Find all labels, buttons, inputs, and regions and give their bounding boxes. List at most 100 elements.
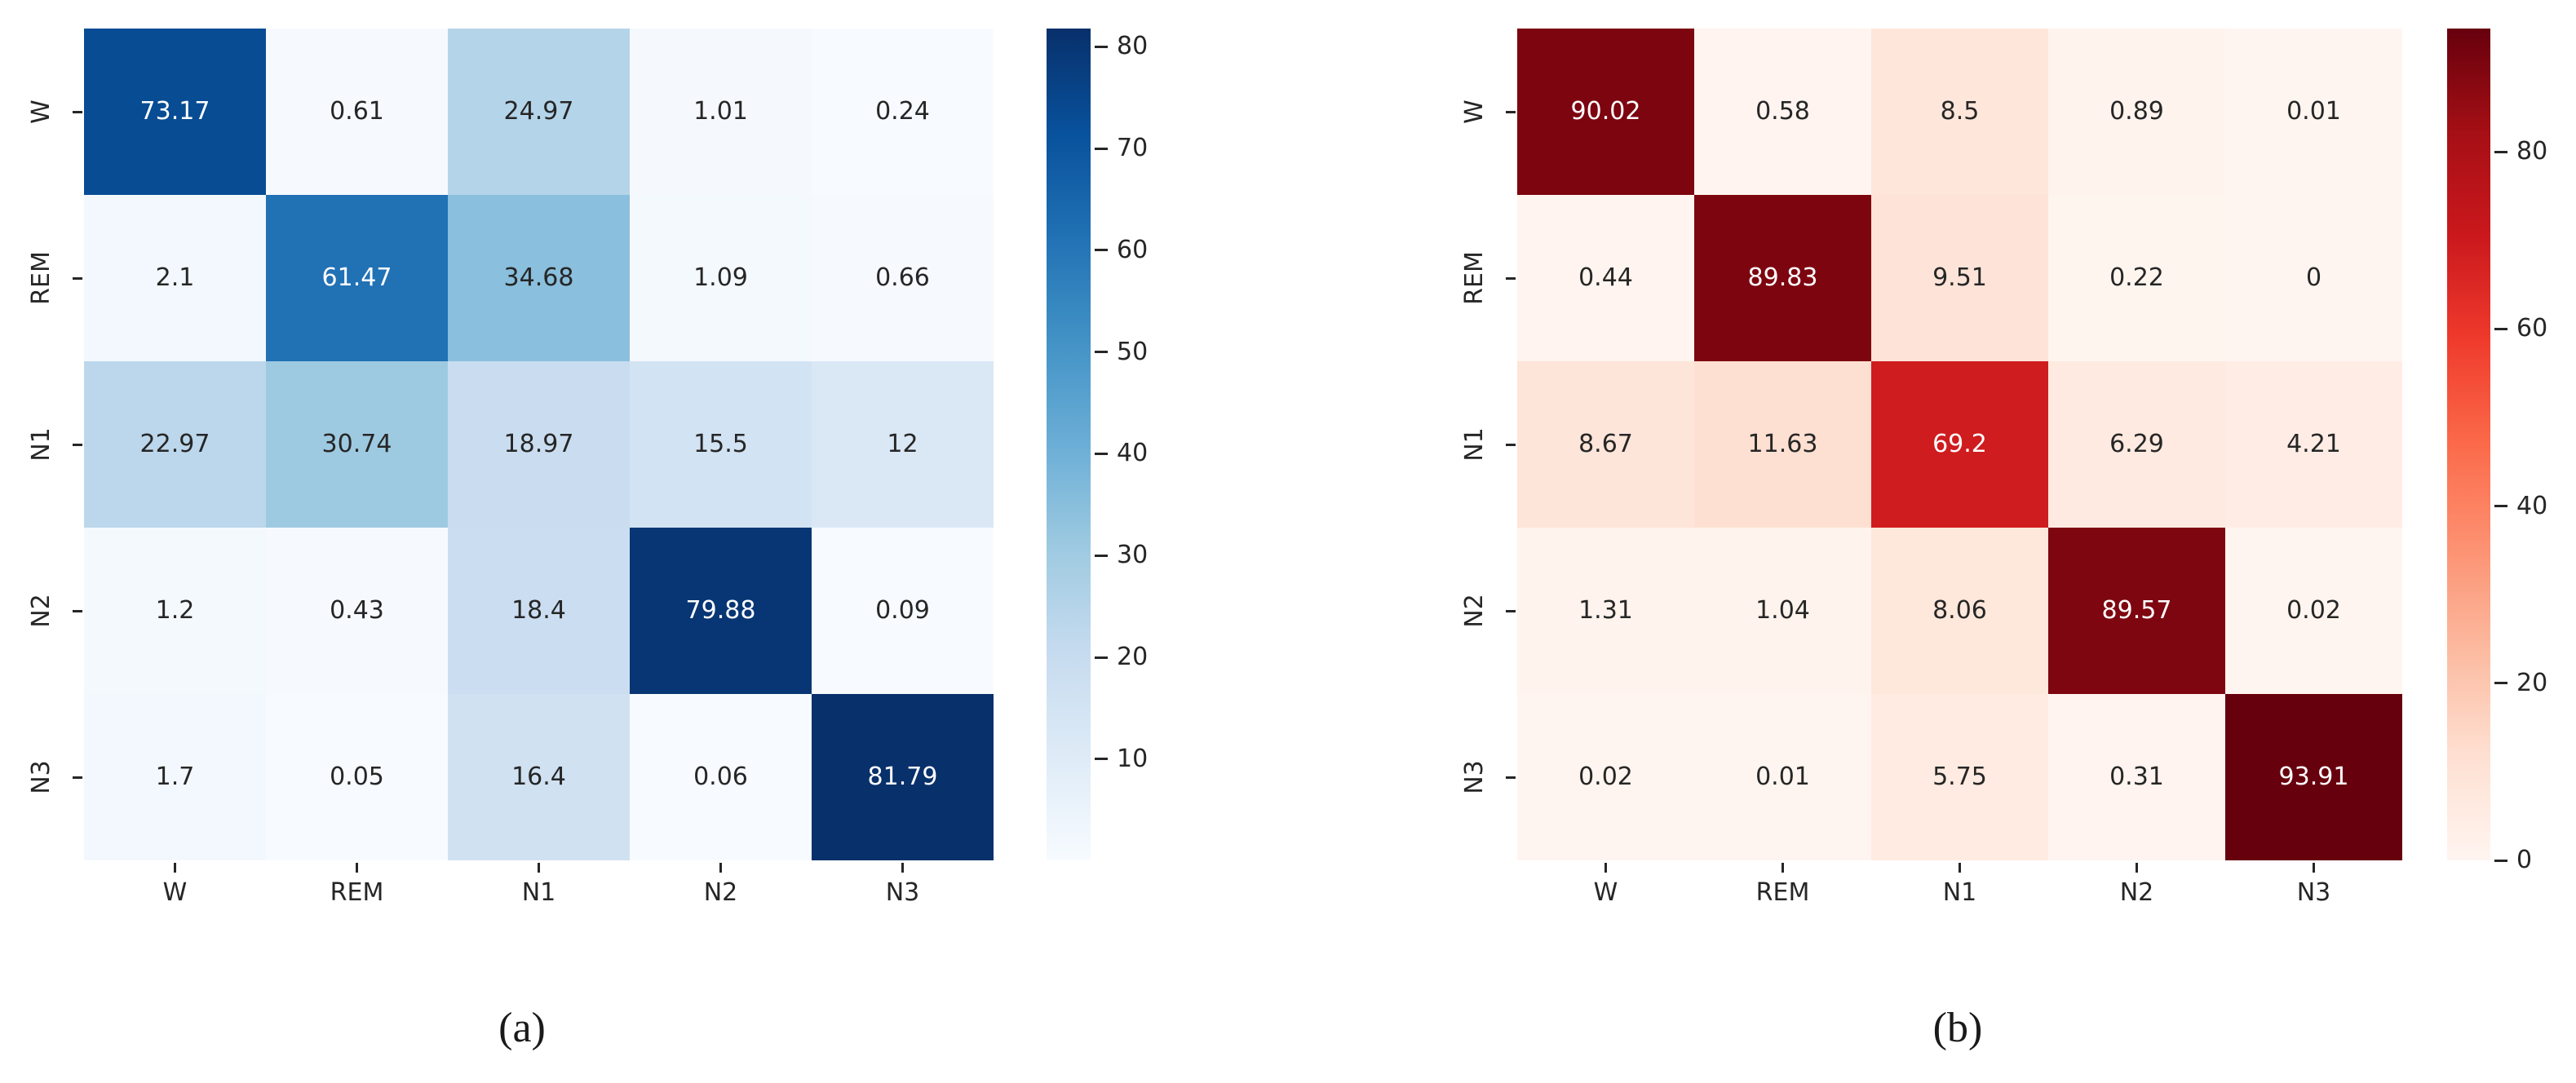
x-axis-tick [2313, 863, 2315, 873]
heatmap-cell: 24.97 [448, 29, 630, 195]
y-tick-label: REM [27, 251, 55, 305]
colorbar-tick-label: 40 [1117, 439, 1149, 468]
heatmap-cell: 69.2 [1871, 361, 2048, 528]
colorbar-tick [2494, 150, 2507, 153]
heatmap-cell: 1.2 [84, 528, 266, 694]
heatmap-cell: 0.02 [2225, 528, 2402, 694]
x-tick-label: N2 [703, 878, 738, 907]
heatmap-cell: 1.04 [1694, 528, 1871, 694]
x-tick-label: W [1593, 878, 1618, 907]
colorbar-tick [2494, 859, 2507, 862]
heatmap-cell: 0.01 [2225, 29, 2402, 195]
y-axis-tick [73, 443, 82, 446]
colorbar-tick [1095, 249, 1108, 252]
x-tick-label: N1 [521, 878, 556, 907]
y-axis-tick [73, 609, 82, 612]
y-axis-tick [1506, 609, 1516, 612]
heatmap-cell: 73.17 [84, 29, 266, 195]
x-axis-tick [901, 863, 904, 873]
colorbar-tick [1095, 351, 1108, 354]
heatmap-cell: 30.74 [266, 361, 448, 528]
heatmap-cell: 15.5 [630, 361, 812, 528]
heatmap-cell: 0.09 [812, 528, 994, 694]
heatmap-cell: 0.61 [266, 29, 448, 195]
heatmap-cell: 4.21 [2225, 361, 2402, 528]
y-tick-label: W [1460, 99, 1489, 124]
y-axis-tick [1506, 776, 1516, 779]
heatmap-cell: 8.06 [1871, 528, 2048, 694]
heatmap-cell: 6.29 [2048, 361, 2225, 528]
y-axis-tick [1506, 110, 1516, 113]
x-tick-label: W [162, 878, 188, 907]
heatmap-a: 73.17 0.61 24.97 1.01 0.24 2.1 61.47 34.68 1.09 0… [84, 29, 994, 860]
heatmap-cell: 0.43 [266, 528, 448, 694]
panel-b-caption: (b) [1932, 1005, 1983, 1051]
heatmap-cell: 90.02 [1517, 29, 1694, 195]
heatmap-cell: 1.09 [630, 195, 812, 361]
y-tick-label: N2 [1460, 594, 1489, 628]
colorbar-tick-label: 60 [1117, 235, 1149, 264]
x-tick-label: N3 [885, 878, 920, 907]
heatmap-cell: 0.66 [812, 195, 994, 361]
y-tick-label: N1 [27, 427, 55, 462]
x-axis-tick [1959, 863, 1961, 873]
x-tick-label: N2 [2119, 878, 2154, 907]
colorbar-tick-label: 60 [2516, 314, 2548, 343]
x-tick-label: N3 [2296, 878, 2331, 907]
heatmap-cell: 8.67 [1517, 361, 1694, 528]
x-axis-tick [1604, 863, 1607, 873]
colorbar-tick-label: 0 [2516, 846, 2533, 874]
y-tick-label: N1 [1460, 427, 1489, 462]
heatmap-cell: 1.31 [1517, 528, 1694, 694]
heatmap-cell: 2.1 [84, 195, 266, 361]
heatmap-cell: 0.31 [2048, 694, 2225, 860]
heatmap-cell: 0.58 [1694, 29, 1871, 195]
heatmap-cell: 79.88 [630, 528, 812, 694]
colorbar-tick-label: 20 [2516, 668, 2548, 697]
colorbar-a [1047, 29, 1091, 860]
panel-b: 90.02 0.58 8.5 0.89 0.01 0.44 89.83 9.51 0.22 0 8.… [1288, 0, 2576, 1083]
colorbar-tick [1095, 656, 1108, 659]
heatmap-cell: 0.44 [1517, 195, 1694, 361]
x-axis-tick [174, 863, 176, 873]
y-tick-label: N3 [1460, 760, 1489, 794]
colorbar-tick-label: 80 [1117, 32, 1149, 61]
y-tick-label: N3 [27, 760, 55, 794]
x-tick-label: REM [1755, 878, 1810, 907]
heatmap-cell: 0.89 [2048, 29, 2225, 195]
heatmap-cell: 0.24 [812, 29, 994, 195]
colorbar-tick-label: 70 [1117, 134, 1149, 163]
y-axis-tick [73, 776, 82, 779]
colorbar-tick [2494, 327, 2507, 330]
panel-a-caption: (a) [498, 1005, 546, 1051]
heatmap-cell: 0.22 [2048, 195, 2225, 361]
heatmap-cell: 22.97 [84, 361, 266, 528]
heatmap-cell: 1.01 [630, 29, 812, 195]
heatmap-cell: 34.68 [448, 195, 630, 361]
heatmap-cell: 89.57 [2048, 528, 2225, 694]
heatmap-cell: 0 [2225, 195, 2402, 361]
heatmap-cell: 5.75 [1871, 694, 2048, 860]
colorbar-tick [1095, 452, 1108, 455]
x-tick-label: REM [330, 878, 384, 907]
heatmap-cell: 0.05 [266, 694, 448, 860]
colorbar-tick-label: 20 [1117, 643, 1149, 672]
heatmap-cell: 89.83 [1694, 195, 1871, 361]
y-tick-label: REM [1460, 251, 1489, 305]
y-axis-tick [1506, 276, 1516, 280]
colorbar-tick [1095, 758, 1108, 761]
heatmap-cell: 18.4 [448, 528, 630, 694]
heatmap-cell: 9.51 [1871, 195, 2048, 361]
x-axis-tick [538, 863, 540, 873]
heatmap-cell: 0.02 [1517, 694, 1694, 860]
colorbar-tick-label: 30 [1117, 541, 1149, 570]
panel-a: 73.17 0.61 24.97 1.01 0.24 2.1 61.47 34.68 1.09 0… [27, 29, 1149, 1051]
y-tick-label: N2 [27, 594, 55, 628]
heatmap-cell: 8.5 [1871, 29, 2048, 195]
heatmap-cell: 18.97 [448, 361, 630, 528]
colorbar-b [2447, 29, 2490, 860]
colorbar-tick [1095, 147, 1108, 150]
heatmap-b: 90.02 0.58 8.5 0.89 0.01 0.44 89.83 9.51 0.22 0 8.… [1517, 29, 2402, 860]
heatmap-cell: 1.7 [84, 694, 266, 860]
